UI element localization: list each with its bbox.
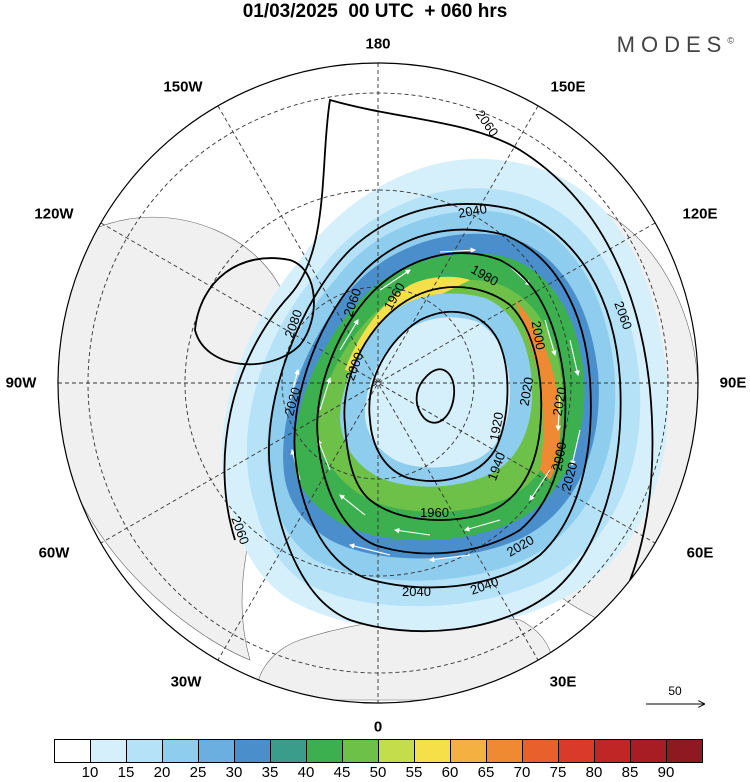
lon-label-90w: 90W [5,374,37,392]
colorbar-swatch [630,739,667,763]
lon-label-90e: 90E [719,374,747,392]
colorbar-swatch [378,739,415,763]
colorbar-swatch [306,739,343,763]
lon-label-150w: 150W [163,78,203,96]
colorbar-swatch [414,739,451,763]
colorbar-label: 20 [153,764,171,781]
colorbar-label: 45 [333,764,351,781]
colorbar-label: 55 [405,764,423,781]
colorbar-label: 65 [477,764,495,781]
colorbar-swatch [162,739,199,763]
lon-label-60e: 60E [686,544,714,562]
colorbar-label: 35 [261,764,279,781]
colorbar-swatch [234,739,271,763]
lon-label-120w: 120W [34,205,74,223]
colorbar-swatch [90,739,127,763]
contour-label: 2020 [558,460,580,492]
colorbar-swatch [558,739,595,763]
graticule [58,63,698,703]
lon-label-120e: 120E [682,205,718,223]
height-contours [194,98,654,661]
colorbar-label: 90 [657,764,675,781]
colorbar-label: 85 [621,764,639,781]
modes-brand-logo: MODES© [616,32,734,57]
map-title: 01/03/2025 00 UTC + 060 hrs [242,1,508,22]
colorbar-swatch [666,739,703,763]
colorbar-swatch [594,739,631,763]
contour-label: 2000 [550,441,570,472]
lon-label-60w: 60W [38,544,70,562]
colorbar-swatch [54,739,91,763]
contour-label: 2020 [281,385,303,417]
contour-label: 2020 [517,376,537,407]
contour-label: 2040 [402,584,431,599]
colorbar-label: 15 [117,764,135,781]
colorbar-label: 50 [369,764,387,781]
lon-label-30e: 30E [549,673,577,691]
reference-vector-label: 50 [668,684,682,698]
contour-label: 2020 [550,386,570,417]
colorbar-label: 60 [441,764,459,781]
contour-label: 2040 [457,201,488,221]
colorbar-label: 10 [81,764,99,781]
colorbar-label: 25 [189,764,207,781]
contour-label: 2000 [529,320,549,351]
colorbar-swatch [450,739,487,763]
colorbar-swatch [522,739,559,763]
colorbar-swatch [198,739,235,763]
colorbar-swatch [270,739,307,763]
colorbar-label: 75 [549,764,567,781]
contour-label: 1960 [420,505,449,520]
contour-label: 1920 [487,411,507,442]
colorbar-swatch [342,739,379,763]
colorbar-label: 70 [513,764,531,781]
colorbar-swatch [126,739,163,763]
colorbar-label: 30 [225,764,243,781]
colorbar-swatch [486,739,523,763]
lon-label-0: 0 [373,718,383,736]
lon-label-30w: 30W [170,673,202,691]
lon-label-150e: 150E [550,78,586,96]
lon-label-180: 180 [365,35,391,53]
map-border [57,62,699,704]
colorbar-label: 80 [585,764,603,781]
colorbar-label: 40 [297,764,315,781]
